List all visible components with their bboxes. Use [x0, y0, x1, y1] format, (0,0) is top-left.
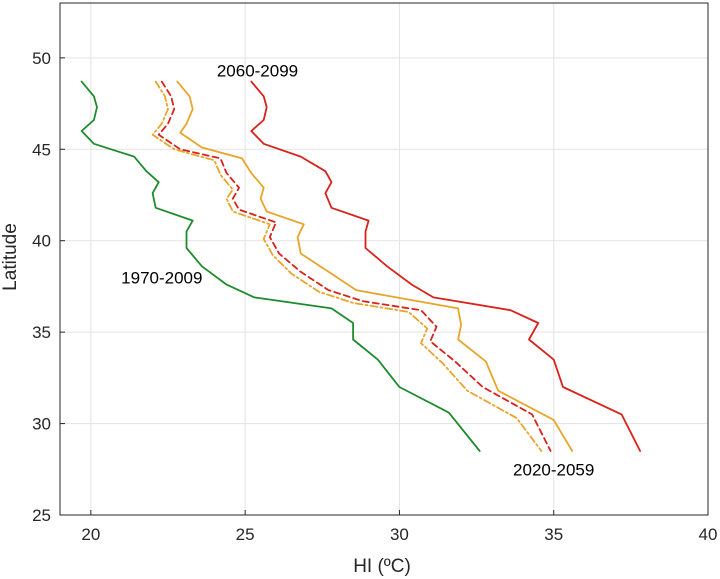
tick-labels: 20 25 30 35 40 25 30 35 40 45 50: [32, 49, 717, 544]
y-tick-label: 25: [32, 506, 51, 525]
series-line-4: [176, 80, 574, 452]
x-tick-label: 30: [390, 525, 409, 544]
x-tick-label: 40: [699, 525, 718, 544]
y-tick-label: 40: [32, 232, 51, 251]
x-tick-label: 20: [81, 525, 100, 544]
axes: [59, 2, 709, 516]
y-tick-label: 45: [32, 140, 51, 159]
y-tick-label: 35: [32, 323, 51, 342]
grid: [60, 3, 709, 516]
period-annotation: 1970-2009: [121, 268, 202, 287]
series-line-5: [250, 80, 641, 452]
series-line-3: [157, 80, 552, 452]
annotations: 2060-2099 1970-2009 2020-2059: [121, 62, 594, 480]
plot-frame: [59, 2, 709, 516]
x-tick-label: 25: [236, 525, 255, 544]
x-axis-label: HI (ºC): [353, 556, 411, 577]
period-annotation: 2020-2059: [513, 460, 594, 479]
series-lines: [80, 80, 641, 452]
series-line-2: [151, 80, 543, 452]
series-line-1: [80, 80, 481, 452]
x-tick-label: 35: [544, 525, 563, 544]
y-tick-label: 50: [32, 49, 51, 68]
period-annotation: 2060-2099: [217, 62, 298, 81]
y-tick-label: 30: [32, 415, 51, 434]
y-axis-label: Latitude: [0, 223, 21, 291]
